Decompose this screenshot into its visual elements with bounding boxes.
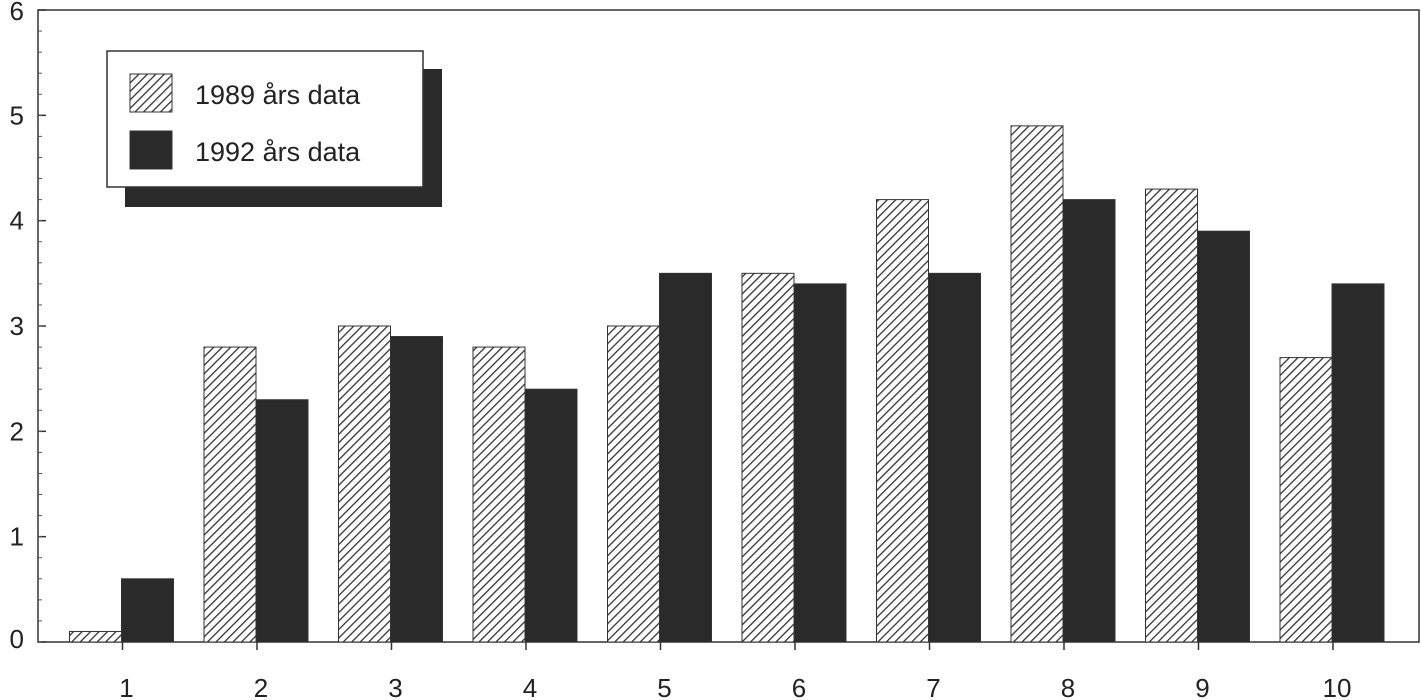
bar-1989	[69, 630, 122, 643]
y-tick-label: 4	[10, 206, 24, 236]
legend: 1989 års data 1992 års data	[106, 50, 442, 207]
bar-1992	[121, 578, 174, 643]
bar-1989	[1010, 125, 1064, 643]
bar-1992	[928, 272, 981, 643]
x-tick-label: 6	[792, 673, 806, 700]
legend-swatch-1992	[129, 130, 173, 170]
bar-1989	[338, 325, 391, 643]
y-tick-label: 0	[10, 624, 24, 654]
x-tick-label: 4	[523, 673, 537, 700]
bar-1992	[390, 336, 443, 643]
y-tick-label: 5	[10, 100, 24, 130]
y-tick-label: 3	[10, 311, 24, 341]
bars	[69, 125, 1385, 643]
bar-1989	[472, 346, 526, 643]
y-tick-label: 2	[10, 416, 24, 446]
bar-1992	[1331, 283, 1385, 643]
bar-1992	[793, 283, 847, 643]
y-axis: 0 1 2 3 4 5 6	[10, 0, 46, 654]
bar-1989	[876, 199, 929, 643]
x-tick-label: 3	[388, 673, 402, 700]
legend-label-1992: 1992 års data	[195, 137, 361, 167]
bar-1992	[255, 399, 309, 643]
y-tick-label: 6	[10, 0, 24, 26]
bar-1992	[1062, 199, 1116, 643]
x-axis: 1 2 3 4 5 6 7 8 9 10	[119, 642, 1351, 700]
legend-label-1989: 1989 års data	[195, 80, 361, 110]
bar-1989	[203, 346, 257, 643]
bar-1989	[607, 325, 660, 643]
bar-1989	[1145, 188, 1198, 643]
y-tick-label: 1	[10, 522, 24, 552]
bar-1992	[524, 388, 578, 643]
x-tick-label: 9	[1195, 673, 1209, 700]
bar-1992	[659, 272, 712, 643]
x-tick-label: 1	[119, 673, 133, 700]
x-tick-label: 7	[926, 673, 940, 700]
x-tick-label: 10	[1323, 673, 1352, 700]
bar-1989	[741, 272, 795, 643]
x-tick-label: 5	[657, 673, 671, 700]
bar-1992	[1197, 230, 1250, 643]
x-tick-label: 8	[1061, 673, 1075, 700]
bar-1989	[1279, 357, 1333, 643]
x-tick-label: 2	[254, 673, 268, 700]
legend-swatch-1989	[129, 73, 173, 113]
